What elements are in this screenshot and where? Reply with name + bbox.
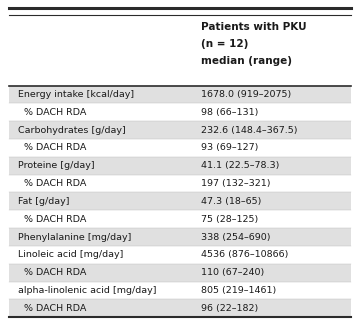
Text: % DACH RDA: % DACH RDA [18, 108, 86, 117]
Bar [9, 86, 351, 103]
Bar [9, 299, 351, 317]
Text: 47.3 (18–65): 47.3 (18–65) [201, 197, 262, 206]
Text: 805 (219–1461): 805 (219–1461) [201, 286, 276, 295]
Text: 1678.0 (919–2075): 1678.0 (919–2075) [201, 90, 292, 99]
Text: % DACH RDA: % DACH RDA [18, 143, 86, 152]
Text: % DACH RDA: % DACH RDA [18, 215, 86, 224]
Text: Patients with PKU: Patients with PKU [201, 23, 307, 32]
Bar [9, 264, 351, 282]
Text: 110 (67–240): 110 (67–240) [201, 268, 265, 277]
Text: Proteine [g/day]: Proteine [g/day] [18, 161, 94, 170]
Text: % DACH RDA: % DACH RDA [18, 179, 86, 188]
Text: Phenylalanine [mg/day]: Phenylalanine [mg/day] [18, 233, 131, 242]
Text: 4536 (876–10866): 4536 (876–10866) [201, 250, 288, 259]
Text: Energy intake [kcal/day]: Energy intake [kcal/day] [18, 90, 134, 99]
Bar [9, 193, 351, 210]
Text: 96 (22–182): 96 (22–182) [201, 304, 258, 313]
Text: alpha-linolenic acid [mg/day]: alpha-linolenic acid [mg/day] [18, 286, 156, 295]
Text: 338 (254–690): 338 (254–690) [201, 233, 271, 242]
Text: Fat [g/day]: Fat [g/day] [18, 197, 69, 206]
Text: Linoleic acid [mg/day]: Linoleic acid [mg/day] [18, 250, 123, 259]
Text: 75 (28–125): 75 (28–125) [201, 215, 258, 224]
Bar [9, 228, 351, 246]
Text: % DACH RDA: % DACH RDA [18, 268, 86, 277]
Text: % DACH RDA: % DACH RDA [18, 304, 86, 313]
Text: median (range): median (range) [201, 56, 292, 66]
Bar [9, 157, 351, 175]
Text: Carbohydrates [g/day]: Carbohydrates [g/day] [18, 126, 126, 135]
Text: 232.6 (148.4–367.5): 232.6 (148.4–367.5) [201, 126, 298, 135]
Bar [9, 121, 351, 139]
Text: 197 (132–321): 197 (132–321) [201, 179, 271, 188]
Text: 41.1 (22.5–78.3): 41.1 (22.5–78.3) [201, 161, 279, 170]
Text: (n = 12): (n = 12) [201, 39, 248, 48]
Text: 98 (66–131): 98 (66–131) [201, 108, 258, 117]
Text: 93 (69–127): 93 (69–127) [201, 143, 258, 152]
